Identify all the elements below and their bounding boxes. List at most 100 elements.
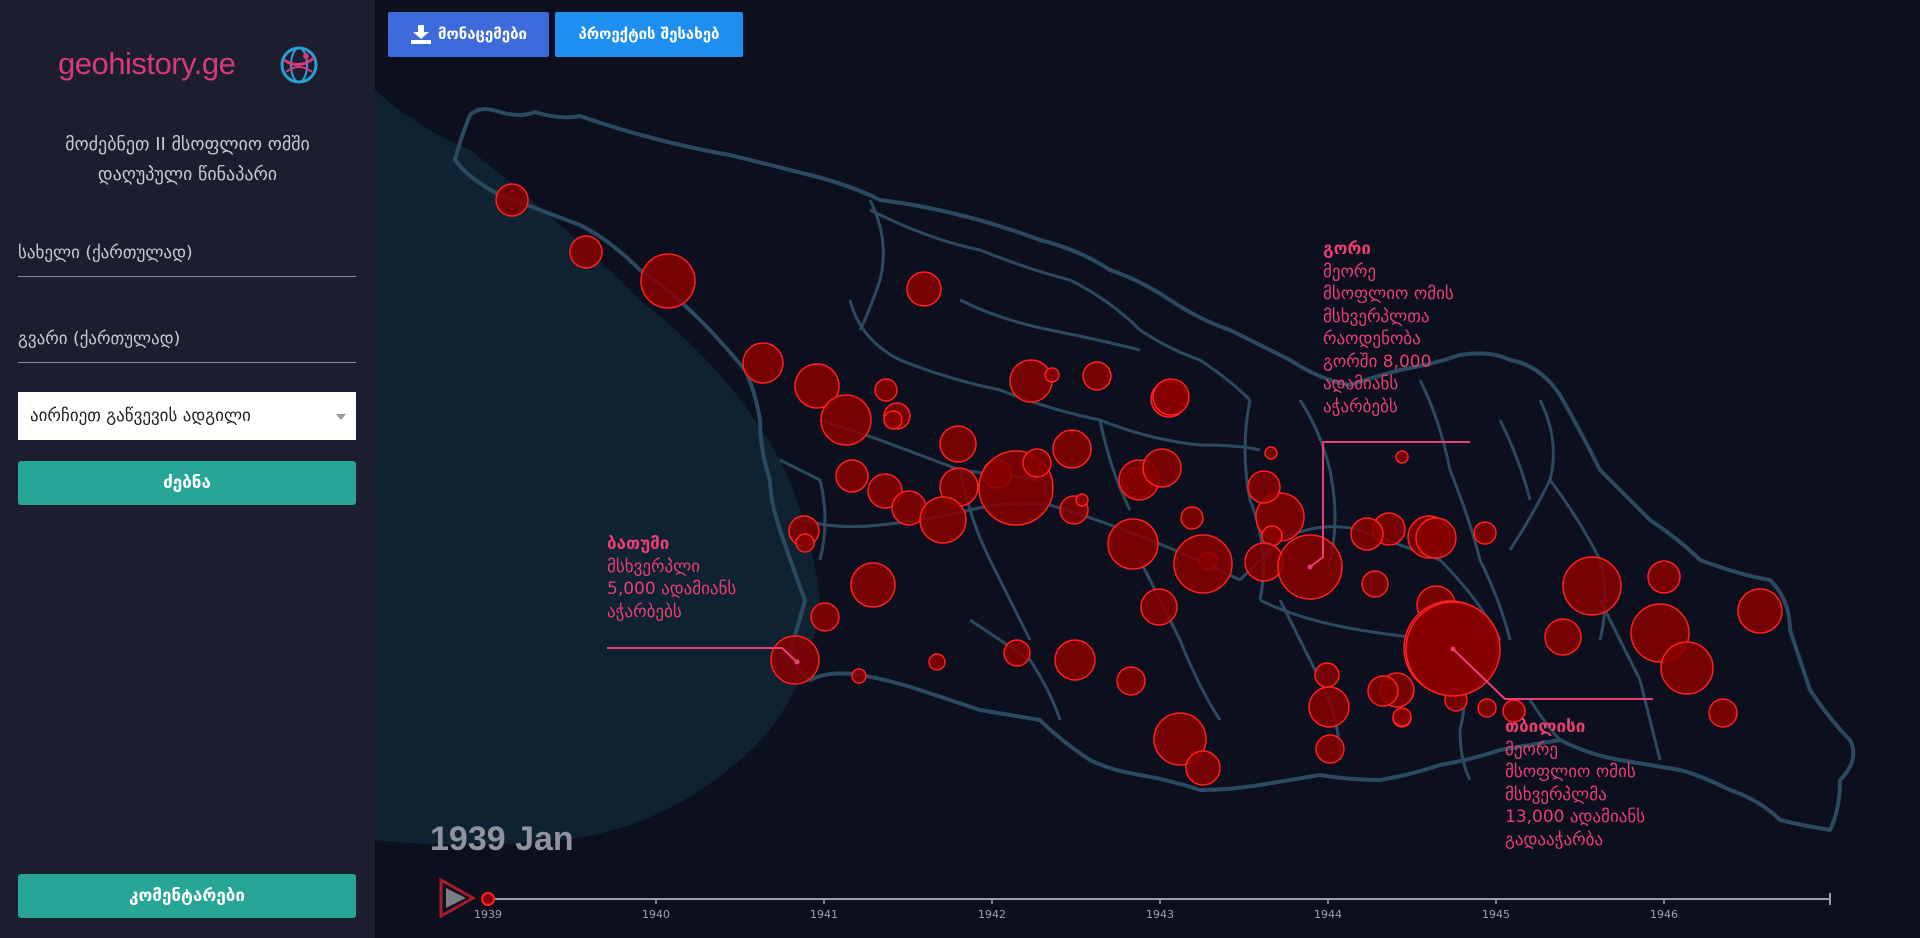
casualty-circle[interactable] (906, 271, 942, 307)
heading-line-2: დაღუპული წინაპარი (97, 164, 278, 185)
data-button-label: მონაცემები (438, 25, 527, 43)
timeline-tick-label[interactable]: 1945 (1482, 908, 1510, 921)
annotation-gori-line: მეორე (1323, 261, 1377, 282)
casualty-circle[interactable] (1361, 570, 1389, 598)
play-icon[interactable] (439, 877, 477, 919)
casualty-circle[interactable] (794, 363, 840, 409)
timeline-tick-label[interactable]: 1943 (1146, 908, 1174, 921)
casualty-circle[interactable] (1660, 641, 1714, 695)
casualty-circle[interactable] (1544, 618, 1582, 656)
casualty-circle[interactable] (1367, 675, 1399, 707)
casualty-circle[interactable] (569, 235, 603, 269)
search-button[interactable]: ძებნა (18, 461, 356, 505)
casualty-circle[interactable] (1044, 367, 1060, 383)
first-name-input[interactable] (18, 230, 356, 277)
annotation-batumi: ბათუმი მსხვერპლი 5,000 ადამიანს აჭარბებს (607, 533, 736, 623)
casualty-circle[interactable] (1082, 361, 1112, 391)
casualty-circle[interactable] (1314, 662, 1340, 688)
casualty-circle[interactable] (795, 533, 815, 553)
casualty-circle[interactable] (1264, 446, 1278, 460)
timeline-tick-label[interactable]: 1944 (1314, 908, 1342, 921)
sidebar: geohistory.ge მოძებნეთ II მსოფლიო ომში დ… (0, 0, 375, 938)
casualty-circle[interactable] (1153, 712, 1207, 766)
annotation-gori-line: გორში 8,000 (1323, 351, 1432, 372)
annotation-tbilisi-line: გადააჭარბა (1505, 829, 1604, 850)
timeline-tick-label[interactable]: 1941 (810, 908, 838, 921)
annotation-lines (607, 441, 1653, 700)
casualty-circle[interactable] (1350, 517, 1384, 551)
annotation-dots (794, 564, 1456, 665)
casualty-circle[interactable] (835, 459, 869, 493)
timeline-tick-label[interactable]: 1942 (978, 908, 1006, 921)
casualty-circle[interactable] (1247, 470, 1281, 504)
casualty-circle[interactable] (919, 496, 967, 544)
casualty-circle[interactable] (1708, 698, 1738, 728)
casualty-circle[interactable] (742, 342, 784, 384)
casualty-circle[interactable] (1562, 556, 1622, 616)
casualty-circle[interactable] (1395, 450, 1409, 464)
annotation-tbilisi-line: მეორე (1505, 739, 1559, 760)
casualty-circle[interactable] (1737, 588, 1783, 634)
about-project-button[interactable]: პროექტის შესახებ (555, 12, 743, 57)
annotation-tbilisi-line: 13,000 ადამიანს (1505, 807, 1646, 827)
casualty-circle[interactable] (1075, 493, 1089, 507)
annotation-gori-line: მსხვერპლთა (1323, 306, 1430, 327)
chevron-down-icon (336, 414, 346, 420)
annotation-gori-line: აჭარბებს (1323, 396, 1398, 417)
gori-leader-line (1309, 441, 1470, 568)
casualty-circle[interactable] (1140, 588, 1178, 626)
annotation-gori-line: მსოფლიო ომის (1323, 284, 1454, 304)
casualty-circle[interactable] (640, 253, 696, 309)
tbilisi-leader-line (1452, 648, 1653, 700)
casualty-circle[interactable] (851, 668, 867, 684)
casualty-circle[interactable] (1107, 518, 1159, 570)
casualty-circle[interactable] (928, 653, 946, 671)
casualty-circle[interactable] (1054, 639, 1096, 681)
casualty-circle[interactable] (1116, 666, 1146, 696)
casualty-circles (495, 183, 1783, 786)
casualty-circle[interactable] (1173, 534, 1233, 594)
logo[interactable]: geohistory.ge (58, 42, 328, 90)
annotation-tbilisi-line: მსხვერპლმა (1505, 784, 1607, 805)
casualty-circle[interactable] (1003, 639, 1031, 667)
casualty-circle[interactable] (1415, 517, 1457, 559)
casualty-circle[interactable] (495, 183, 529, 217)
conscription-place-select[interactable]: აირჩიეთ გაწვევის ადგილი (18, 392, 356, 440)
casualty-circle[interactable] (1315, 734, 1345, 764)
casualty-circle[interactable] (1647, 560, 1681, 594)
casualty-circle[interactable] (820, 394, 872, 446)
timeline-tick-label[interactable]: 1946 (1650, 908, 1678, 921)
country-outline (453, 107, 1856, 832)
comments-button[interactable]: კომენტარები (18, 874, 356, 918)
casualty-circle[interactable] (1022, 448, 1052, 478)
casualty-circle[interactable] (1180, 506, 1204, 530)
casualty-circle[interactable] (1185, 750, 1221, 786)
casualty-circle[interactable] (850, 562, 896, 608)
current-date-label: 1939 Jan (430, 820, 574, 858)
casualty-circle[interactable] (1009, 359, 1053, 403)
casualty-circle[interactable] (1142, 448, 1182, 488)
casualty-circle[interactable] (883, 410, 903, 430)
casualty-circle[interactable] (810, 602, 840, 632)
casualty-circle[interactable] (1477, 698, 1497, 718)
casualty-circle[interactable] (1473, 521, 1497, 545)
last-name-input[interactable] (18, 316, 356, 363)
timeline-tick-label[interactable]: 1939 (474, 908, 502, 921)
casualty-circle[interactable] (939, 425, 977, 463)
data-download-button[interactable]: მონაცემები (388, 12, 549, 57)
casualty-circle[interactable] (1052, 429, 1092, 469)
annotation-gori-line: რაოდენობა (1323, 329, 1421, 349)
timeline[interactable]: 1939 1940 1941 1942 1943 1944 1945 1946 (439, 877, 1831, 921)
casualty-circle[interactable] (1308, 686, 1350, 728)
timeline-handle[interactable] (481, 892, 495, 906)
timeline-tick-label[interactable]: 1940 (642, 908, 670, 921)
casualty-circle[interactable] (1152, 378, 1190, 416)
annotation-gori-title: გორი (1323, 239, 1371, 259)
annotation-batumi-line: მსხვერპლი (607, 556, 701, 577)
casualty-circle[interactable] (874, 378, 898, 402)
casualty-circle[interactable] (1392, 707, 1412, 727)
casualty-circle[interactable] (1244, 542, 1284, 582)
annotation-batumi-line: 5,000 ადამიანს (607, 579, 737, 599)
heading-line-1: მოძებნეთ II მსოფლიო ომში (65, 134, 310, 155)
